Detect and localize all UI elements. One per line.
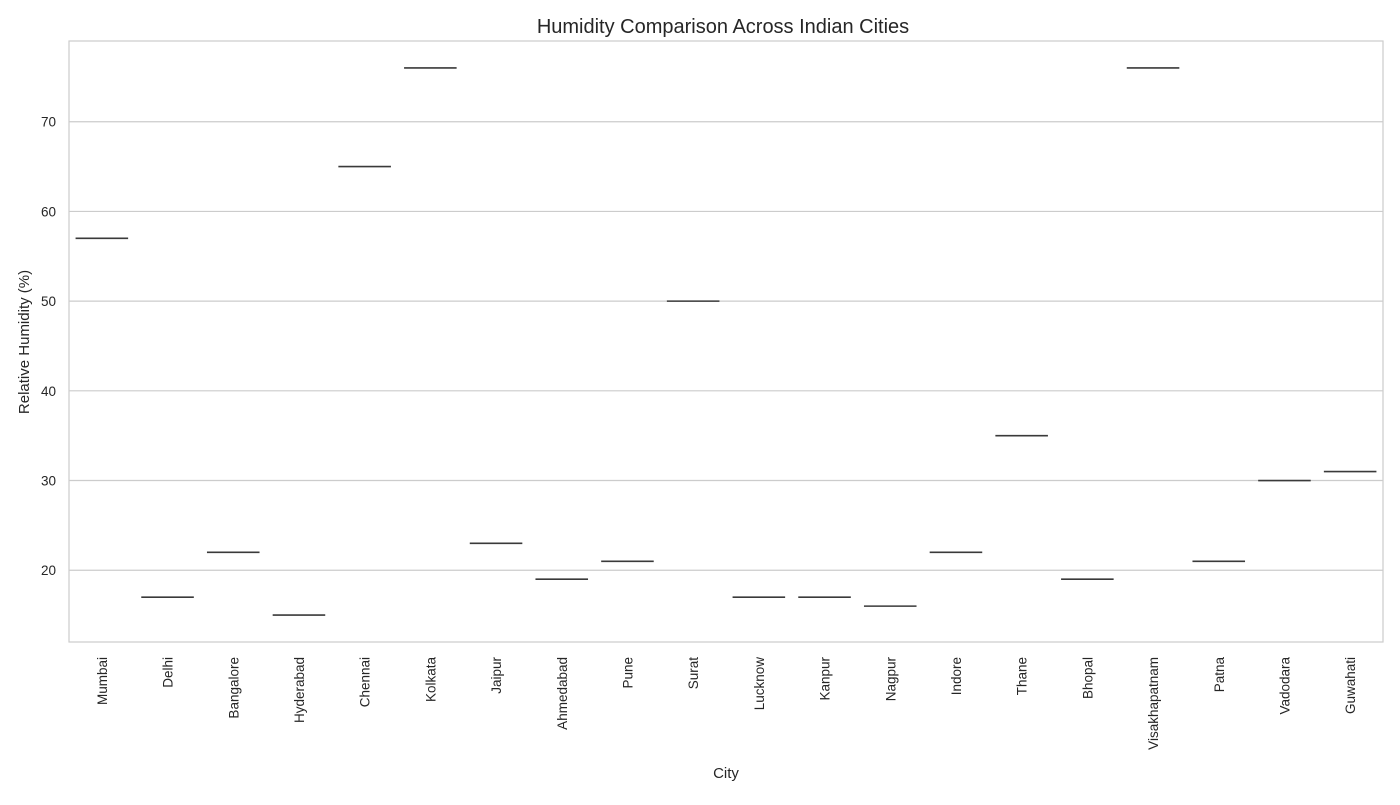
y-tick-label: 30 <box>41 474 56 489</box>
y-axis-ticks: 20 30 40 50 60 70 <box>41 115 56 579</box>
x-axis-label: City <box>713 765 739 782</box>
x-tick-label: Lucknow <box>752 657 767 711</box>
x-tick-label: Patna <box>1212 657 1227 693</box>
x-tick-label: Vadodara <box>1277 657 1292 715</box>
x-tick-label: Kanpur <box>818 657 833 701</box>
x-tick-label: Bhopal <box>1080 657 1095 699</box>
x-tick-label: Ahmedabad <box>555 657 570 730</box>
x-tick-label: Bangalore <box>226 657 241 719</box>
y-tick-label: 20 <box>41 563 56 578</box>
x-tick-label: Nagpur <box>883 656 898 701</box>
y-tick-label: 70 <box>41 115 56 130</box>
x-tick-label: Mumbai <box>95 657 110 705</box>
chart-title: Humidity Comparison Across Indian Cities <box>537 16 909 38</box>
plot-area-frame <box>68 40 1384 643</box>
x-tick-label: Indore <box>949 657 964 695</box>
x-tick-label: Delhi <box>161 657 176 688</box>
box-marks <box>75 67 1377 616</box>
x-axis-ticks: Mumbai Delhi Bangalore Hyderabad Chennai Kolk… <box>95 656 1358 749</box>
x-tick-label: Thane <box>1015 657 1030 695</box>
x-tick-label: Visakhapatnam <box>1146 657 1161 750</box>
x-tick-label: Surat <box>686 657 701 690</box>
y-tick-label: 60 <box>41 204 56 219</box>
grid-lines <box>69 121 1383 571</box>
y-axis-label: Relative Humidity (%) <box>16 270 33 414</box>
y-tick-label: 50 <box>41 294 56 309</box>
y-tick-label: 40 <box>41 384 56 399</box>
x-tick-label: Guwahati <box>1343 657 1358 714</box>
x-tick-label: Kolkata <box>423 657 438 703</box>
x-tick-label: Pune <box>620 657 635 689</box>
x-tick-label: Jaipur <box>489 657 504 694</box>
x-tick-label: Hyderabad <box>292 657 307 723</box>
x-tick-label: Chennai <box>358 657 373 707</box>
